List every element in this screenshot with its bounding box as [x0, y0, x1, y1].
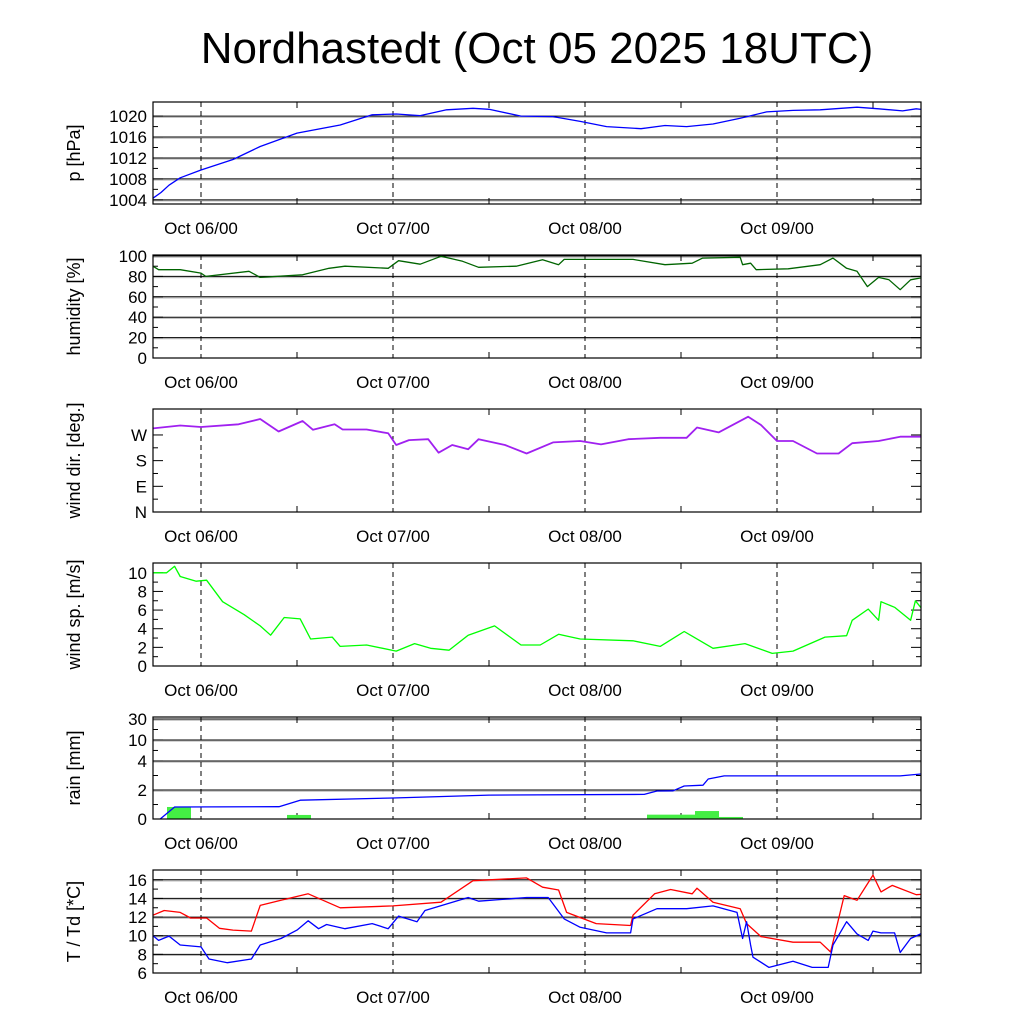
y-tick-label: 1008 [109, 170, 147, 189]
plot-frame [152, 562, 922, 667]
x-tick-label: Oct 07/00 [356, 219, 430, 238]
x-tick-label: Oct 07/00 [356, 834, 430, 853]
series-line-wind-speed [153, 565, 921, 655]
x-tick-label: Oct 06/00 [164, 373, 238, 392]
panel-data [153, 565, 921, 655]
y-tick-label: N [135, 503, 147, 522]
x-tick-label: Oct 09/00 [740, 681, 814, 700]
x-tick-label: Oct 08/00 [548, 988, 622, 1007]
rain-bar [719, 816, 743, 819]
y-tick-label: 20 [128, 329, 147, 348]
x-tick-label: Oct 09/00 [740, 988, 814, 1007]
x-tick-label: Oct 09/00 [740, 373, 814, 392]
y-tick-label: 1012 [109, 149, 147, 168]
rain-bar [287, 814, 311, 819]
y-tick-label: 100 [119, 247, 147, 266]
y-tick-label: 6 [138, 601, 147, 620]
y-axis-label: humidity [%] [64, 257, 84, 355]
series-line-accumulated-rain [159, 773, 921, 819]
x-tick-label: Oct 06/00 [164, 219, 238, 238]
rain-bar [671, 814, 695, 819]
rain-bar [695, 811, 719, 819]
y-tick-label: 1016 [109, 128, 147, 147]
y-tick-label: 12 [128, 908, 147, 927]
y-axis-label: wind dir. [deg.] [64, 402, 84, 519]
y-tick-label: 4 [138, 752, 147, 771]
y-tick-label: E [136, 477, 147, 496]
panel-data [153, 255, 921, 291]
panel-data [153, 106, 921, 199]
y-tick-label: 1020 [109, 107, 147, 126]
y-tick-label: 2 [138, 781, 147, 800]
x-tick-label: Oct 07/00 [356, 373, 430, 392]
x-tick-label: Oct 08/00 [548, 373, 622, 392]
x-tick-label: Oct 06/00 [164, 988, 238, 1007]
x-tick-label: Oct 09/00 [740, 219, 814, 238]
x-tick-label: Oct 09/00 [740, 834, 814, 853]
y-tick-label: 0 [138, 657, 147, 676]
x-tick-label: Oct 06/00 [164, 834, 238, 853]
x-tick-label: Oct 07/00 [356, 681, 430, 700]
rain-bar [167, 806, 191, 819]
series-line-td [153, 896, 921, 969]
panel-pressure: 1004 1008 1012 1016 1020 p [hPa] Oct 06/00 Oct … [64, 101, 922, 238]
y-tick-label: 10 [128, 731, 147, 750]
y-tick-label: 8 [138, 582, 147, 601]
y-tick-label: 30 [128, 710, 147, 729]
chart-title: Nordhastedt (Oct 05 2025 18UTC) [200, 24, 874, 73]
y-axis-label: rain [mm] [64, 730, 84, 805]
series-line-wind-direction [153, 415, 921, 455]
panel-rain: 0 2 4 10 30 rain [mm] Oct 06/00 Oct 07/00 Oct 08… [64, 710, 922, 853]
y-tick-label: 10 [128, 564, 147, 583]
y-tick-label: 16 [128, 871, 147, 890]
y-axis-label: wind sp. [m/s] [64, 559, 84, 670]
series-line-pressure [153, 106, 921, 199]
y-tick-label: 0 [138, 810, 147, 829]
y-tick-label: W [131, 426, 147, 445]
plot-frame [152, 716, 922, 820]
rain-bar [647, 814, 671, 819]
x-tick-label: Oct 06/00 [164, 681, 238, 700]
plot-frame [152, 869, 922, 974]
x-tick-label: Oct 08/00 [548, 834, 622, 853]
y-tick-label: 80 [128, 267, 147, 286]
y-tick-label: 60 [128, 288, 147, 307]
y-tick-label: S [136, 452, 147, 471]
panel-data [159, 773, 921, 819]
y-tick-label: 4 [138, 620, 147, 639]
plot-frame [152, 101, 922, 205]
y-tick-label: 0 [138, 349, 147, 368]
x-tick-label: Oct 06/00 [164, 527, 238, 546]
x-tick-label: Oct 08/00 [548, 681, 622, 700]
y-tick-label: 2 [138, 638, 147, 657]
x-tick-label: Oct 08/00 [548, 219, 622, 238]
x-tick-label: Oct 08/00 [548, 527, 622, 546]
y-tick-label: 14 [128, 889, 147, 908]
y-tick-label: 8 [138, 945, 147, 964]
y-axis-label: T / Td [*C] [64, 881, 84, 962]
series-line-t [153, 874, 921, 953]
panel-data [153, 874, 921, 969]
y-tick-label: 1004 [109, 191, 147, 210]
plot-frame [152, 254, 922, 359]
y-tick-label: 40 [128, 308, 147, 327]
panel-data [153, 415, 921, 455]
series-line-humidity [153, 255, 921, 291]
y-tick-label: 6 [138, 964, 147, 983]
plot-frame [152, 408, 922, 513]
y-tick-label: 10 [128, 927, 147, 946]
x-tick-label: Oct 07/00 [356, 527, 430, 546]
x-tick-label: Oct 07/00 [356, 988, 430, 1007]
y-axis-label: p [hPa] [64, 124, 84, 181]
x-tick-label: Oct 09/00 [740, 527, 814, 546]
